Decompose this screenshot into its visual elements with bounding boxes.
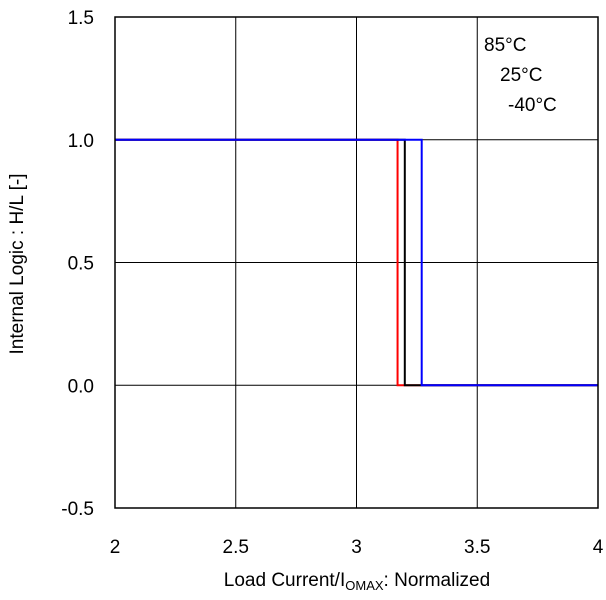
y-axis-label: Internal Logic : H/L [-] [7,174,28,355]
y-tick-label: 1.0 [68,131,94,152]
x-axis-label: Load Current/IOMAX: Normalized [224,570,490,593]
x-axis-label-suffix: : Normalized [384,570,491,591]
legend-entry-0: 85°C [484,35,526,56]
y-tick-label: 0.5 [68,254,94,275]
x-axis-label-subscript: OMAX [345,578,384,593]
y-tick-label: 1.5 [68,8,94,29]
series-line-2 [115,138,598,387]
plot-frame [114,16,599,509]
tick-layer: 2 2.5 3 3.5 4 -0.5 0.0 0.5 1.0 1.5 [61,8,603,558]
x-tick-label: 4 [593,537,604,558]
y-tick-label: 0.0 [68,376,94,397]
frame-layer [114,16,599,509]
x-tick-label: 2.5 [223,537,249,558]
legend: 85°C 25°C -40°C [484,35,557,116]
y-tick-label: -0.5 [61,499,94,520]
legend-entry-1: 25°C [500,65,542,86]
grid-layer [114,16,599,509]
x-axis-label-main: Load Current/I [224,570,345,591]
x-tick-label: 3.5 [464,537,490,558]
series-layer [115,138,598,387]
x-tick-label: 3 [351,537,362,558]
x-tick-label: 2 [110,537,121,558]
legend-entry-2: -40°C [508,95,557,116]
